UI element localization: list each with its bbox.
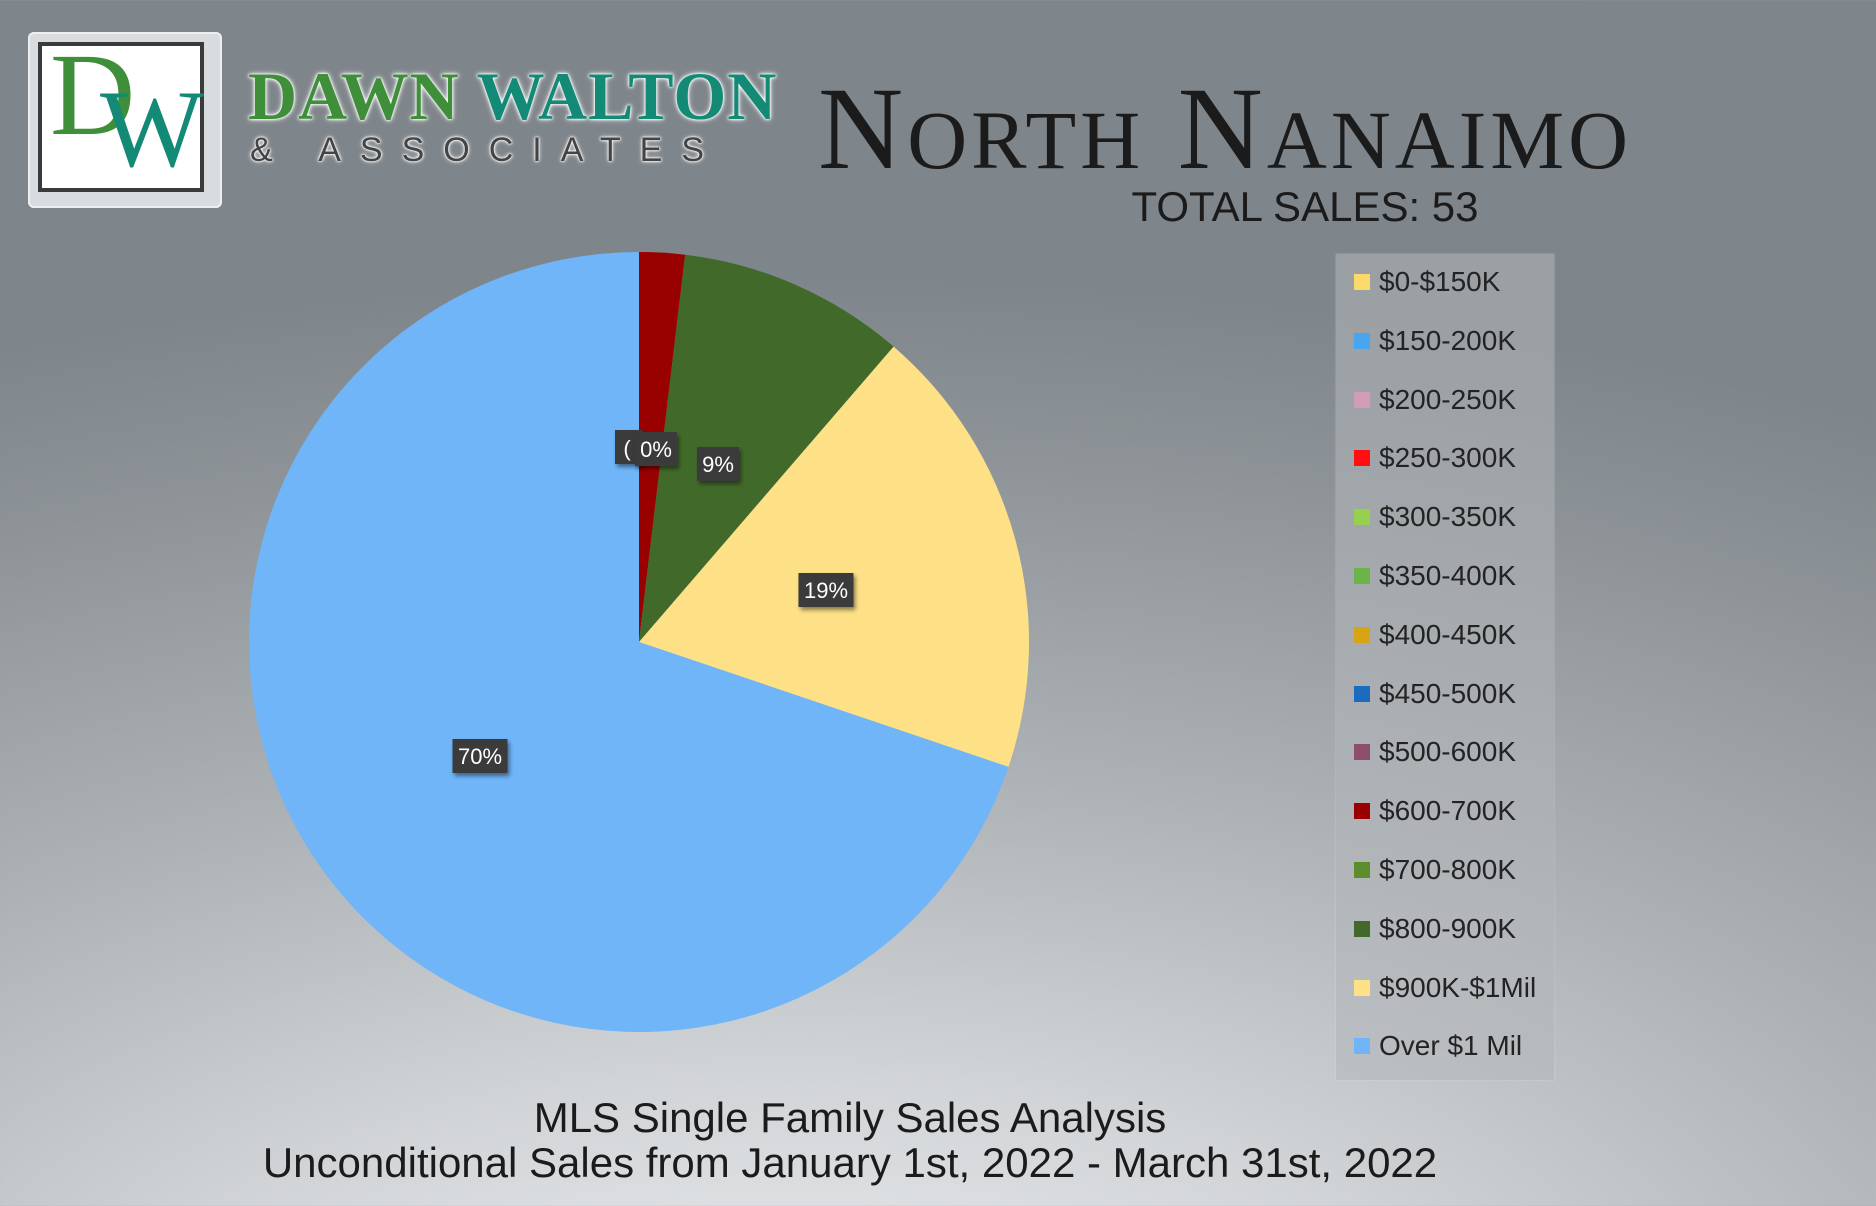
footer-subtitle: MLS Single Family Sales Analysis [533,1094,1167,1141]
footer-date-range: Unconditional Sales from January 1st, 20… [262,1139,1438,1186]
legend-item: $450-500K [1354,674,1516,714]
legend-label: $800-900K [1379,912,1517,944]
legend-swatch [1354,568,1370,584]
legend-label: $200-250K [1379,383,1517,415]
legend-swatch [1354,391,1370,408]
legend-swatch [1354,626,1370,643]
legend-swatch [1354,979,1370,996]
legend-item: $0-$150K [1354,262,1500,302]
legend-item: $300-350K [1354,497,1516,537]
svg-text:0%: 0% [640,437,672,462]
svg-text:9%: 9% [702,452,734,477]
legend-swatch [1354,920,1370,937]
legend-item: $400-450K [1354,615,1516,655]
pie-slice--800-900k [639,254,894,642]
legend-item: $200-250K [1354,380,1516,420]
legend-label: $600-700K [1379,795,1517,827]
legend-label: $500-600K [1379,736,1517,768]
legend-swatch [1354,862,1370,878]
legend-swatch [1354,274,1370,290]
logo-letter-d: D [50,29,136,160]
legend-item: $900K-$1Mil [1354,968,1536,1008]
legend-swatch [1354,509,1370,526]
legend-label: $0-$150K [1379,266,1501,297]
svg-text:(: ( [623,436,631,461]
legend-label: $300-350K [1379,501,1517,533]
pie-slice--900k-1mil [639,346,1029,767]
legend-item: $700-800K [1354,850,1516,890]
brand-subtitle: & ASSOCIATES [250,131,724,169]
legend-item: $600-700K [1354,791,1516,831]
brand-name: DAWN WALTON [248,62,777,130]
legend-item: $350-400K [1354,556,1516,596]
data-label--600-700k: 0% [635,432,677,466]
legend-item: $150-200K [1354,321,1516,361]
legend-label: Over $1 Mil [1379,1030,1523,1062]
brand-name-first: DAWN [248,58,460,134]
legend-item: $800-900K [1354,909,1516,949]
legend-swatch [1354,450,1370,467]
brand-name-last: WALTON [476,58,778,134]
logo-letter-w: W [100,68,204,190]
svg-text:70%: 70% [458,744,502,769]
data-label--800-900k: 9% [697,447,739,481]
logo-monogram: D W [38,36,204,192]
legend-swatch [1354,744,1370,761]
legend-label: $400-450K [1379,618,1517,650]
pie-slice-over-1-mil [249,252,1009,1032]
legend-swatch [1354,332,1370,349]
legend-label: $250-300K [1379,442,1517,474]
legend-label: $900K-$1Mil [1379,971,1537,1003]
chart-legend: $0-$150K $150-200K $200-250K $250-300K $300-… [1336,254,1554,1080]
legend-item: $250-300K [1354,438,1516,478]
page-title: North Nanaimo [818,63,1633,194]
legend-label: $150-200K [1379,324,1517,356]
brand-logo: D W [28,32,222,208]
data-label--900k-1mil: 19% [798,573,854,607]
data-label-over-1-mil: 70% [452,739,508,773]
legend-label: $350-400K [1379,560,1517,591]
legend-swatch [1354,803,1370,820]
legend-item: $500-600K [1354,732,1516,772]
legend-label: $700-800K [1379,854,1517,885]
legend-swatch [1354,1038,1370,1055]
legend-label: $450-500K [1379,677,1517,709]
legend-swatch [1354,685,1370,702]
svg-text:19%: 19% [804,578,848,603]
total-sales: TOTAL SALES: 53 [1131,183,1479,230]
legend-item: Over $1 Mil [1354,1026,1522,1066]
